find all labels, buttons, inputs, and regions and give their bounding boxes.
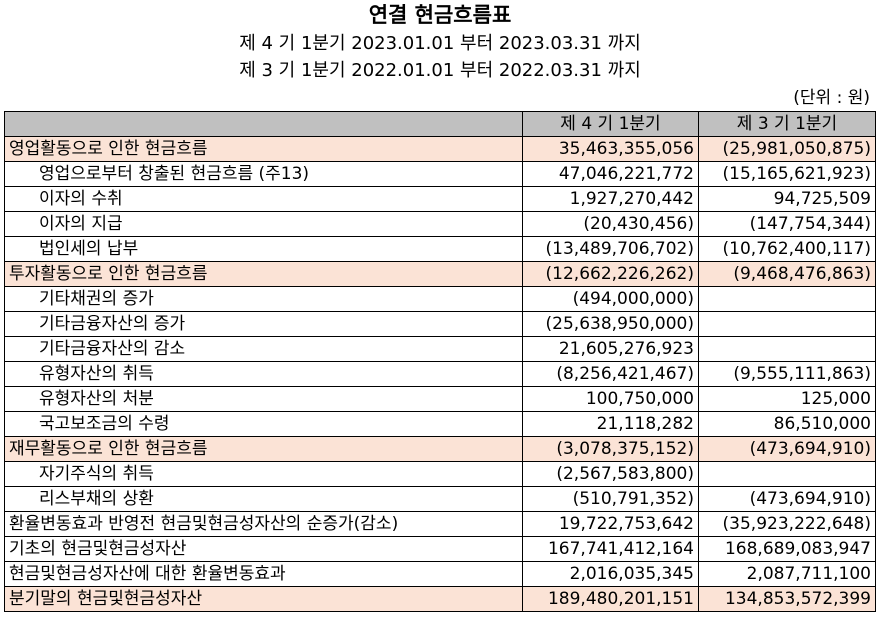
row-value-current: (3,078,375,152) [522, 436, 699, 462]
row-label: 국고보조금의 수령 [4, 411, 523, 437]
row-value-previous: 2,087,711,100 [698, 561, 876, 587]
table-row: 투자활동으로 인한 현금흐름 (12,662,226,262) (9,468,476… [4, 261, 876, 287]
row-value-current: (8,256,421,467) [522, 361, 699, 387]
row-label: 분기말의 현금및현금성자산 [4, 586, 523, 612]
table-row: 재무활동으로 인한 현금흐름 (3,078,375,152) (473,694,91… [4, 436, 876, 462]
row-value-current: 19,722,753,642 [522, 511, 699, 537]
row-value-current: (2,567,583,800) [522, 461, 699, 487]
row-value-previous: 94,725,509 [698, 186, 876, 212]
row-value-previous: (9,555,111,863) [698, 361, 876, 387]
row-label: 영업으로부터 창출된 현금흐름 (주13) [4, 161, 523, 187]
row-value-previous: 86,510,000 [698, 411, 876, 437]
table-row: 기타채권의 증가 (494,000,000) [4, 286, 876, 312]
row-label: 이자의 수취 [4, 186, 523, 212]
row-value-previous [698, 461, 876, 487]
row-value-previous [698, 311, 876, 337]
row-value-previous: (473,694,910) [698, 436, 876, 462]
row-value-previous [698, 286, 876, 312]
header-current-period: 제 4 기 1분기 [522, 111, 699, 137]
row-value-current: 47,046,221,772 [522, 161, 699, 187]
row-value-previous: (9,468,476,863) [698, 261, 876, 287]
row-label: 유형자산의 처분 [4, 386, 523, 412]
row-value-current: 21,605,276,923 [522, 336, 699, 362]
table-row: 기타금융자산의 증가 (25,638,950,000) [4, 311, 876, 337]
row-value-current: 2,016,035,345 [522, 561, 699, 587]
row-value-previous: 168,689,083,947 [698, 536, 876, 562]
row-value-previous [698, 336, 876, 362]
table-row: 환율변동효과 반영전 현금및현금성자산의 순증가(감소) 19,722,753,6… [4, 511, 876, 537]
row-value-previous: (15,165,621,923) [698, 161, 876, 187]
table-row: 이자의 수취 1,927,270,442 94,725,509 [4, 186, 876, 212]
row-label: 기타채권의 증가 [4, 286, 523, 312]
table-row: 리스부채의 상환 (510,791,352) (473,694,910) [4, 486, 876, 512]
row-value-current: (12,662,226,262) [522, 261, 699, 287]
row-label: 투자활동으로 인한 현금흐름 [4, 261, 523, 287]
row-label: 기타금융자산의 감소 [4, 336, 523, 362]
row-label: 자기주식의 취득 [4, 461, 523, 487]
table-row: 기타금융자산의 감소 21,605,276,923 [4, 336, 876, 362]
row-label: 현금및현금성자산에 대한 환율변동효과 [4, 561, 523, 587]
row-label: 재무활동으로 인한 현금흐름 [4, 436, 523, 462]
row-value-previous: (25,981,050,875) [698, 136, 876, 162]
row-label: 유형자산의 취득 [4, 361, 523, 387]
row-label: 법인세의 납부 [4, 236, 523, 262]
table-row: 기초의 현금및현금성자산 167,741,412,164 168,689,083,9… [4, 536, 876, 562]
row-value-current: 167,741,412,164 [522, 536, 699, 562]
row-label: 리스부채의 상환 [4, 486, 523, 512]
row-value-previous: (147,754,344) [698, 211, 876, 237]
row-label: 환율변동효과 반영전 현금및현금성자산의 순증가(감소) [4, 511, 523, 537]
row-value-current: (494,000,000) [522, 286, 699, 312]
table-row: 현금및현금성자산에 대한 환율변동효과 2,016,035,345 2,087,71… [4, 561, 876, 587]
period-previous: 제 3 기 1분기 2022.01.01 부터 2022.03.31 까지 [239, 60, 641, 81]
row-value-previous: (473,694,910) [698, 486, 876, 512]
row-value-current: (20,430,456) [522, 211, 699, 237]
header-label-column [4, 111, 523, 137]
table-header-row: 제 4 기 1분기 제 3 기 1분기 [4, 111, 876, 137]
row-label: 기초의 현금및현금성자산 [4, 536, 523, 562]
row-value-current: 189,480,201,151 [522, 586, 699, 612]
row-value-current: 100,750,000 [522, 386, 699, 412]
row-value-current: 21,118,282 [522, 411, 699, 437]
row-label: 이자의 지급 [4, 211, 523, 237]
header-previous-period: 제 3 기 1분기 [698, 111, 876, 137]
row-value-previous: 125,000 [698, 386, 876, 412]
period-current: 제 4 기 1분기 2023.01.01 부터 2023.03.31 까지 [239, 33, 641, 54]
table-row: 영업으로부터 창출된 현금흐름 (주13) 47,046,221,772 (15,1… [4, 161, 876, 187]
table-row: 법인세의 납부 (13,489,706,702) (10,762,400,117) [4, 236, 876, 262]
table-row: 유형자산의 취득 (8,256,421,467) (9,555,111,863) [4, 361, 876, 387]
table-row: 영업활동으로 인한 현금흐름 35,463,355,056 (25,981,050,… [4, 136, 876, 162]
row-value-previous: (35,923,222,648) [698, 511, 876, 537]
unit-label: (단위 : 원) [793, 88, 870, 108]
row-value-current: (25,638,950,000) [522, 311, 699, 337]
table-row: 이자의 지급 (20,430,456) (147,754,344) [4, 211, 876, 237]
row-label: 영업활동으로 인한 현금흐름 [4, 136, 523, 162]
row-value-current: 1,927,270,442 [522, 186, 699, 212]
row-value-previous: (10,762,400,117) [698, 236, 876, 262]
table-row: 유형자산의 처분 100,750,000 125,000 [4, 386, 876, 412]
table-row: 자기주식의 취득 (2,567,583,800) [4, 461, 876, 487]
cash-flow-table: 제 4 기 1분기 제 3 기 1분기 영업활동으로 인한 현금흐름 35,463… [4, 111, 876, 612]
table-row: 분기말의 현금및현금성자산 189,480,201,151 134,853,572,… [4, 586, 876, 612]
row-value-current: (13,489,706,702) [522, 236, 699, 262]
row-value-current: 35,463,355,056 [522, 136, 699, 162]
row-value-current: (510,791,352) [522, 486, 699, 512]
row-label: 기타금융자산의 증가 [4, 311, 523, 337]
table-row: 국고보조금의 수령 21,118,282 86,510,000 [4, 411, 876, 437]
statement-title: 연결 현금흐름표 [368, 2, 512, 27]
row-value-previous: 134,853,572,399 [698, 586, 876, 612]
